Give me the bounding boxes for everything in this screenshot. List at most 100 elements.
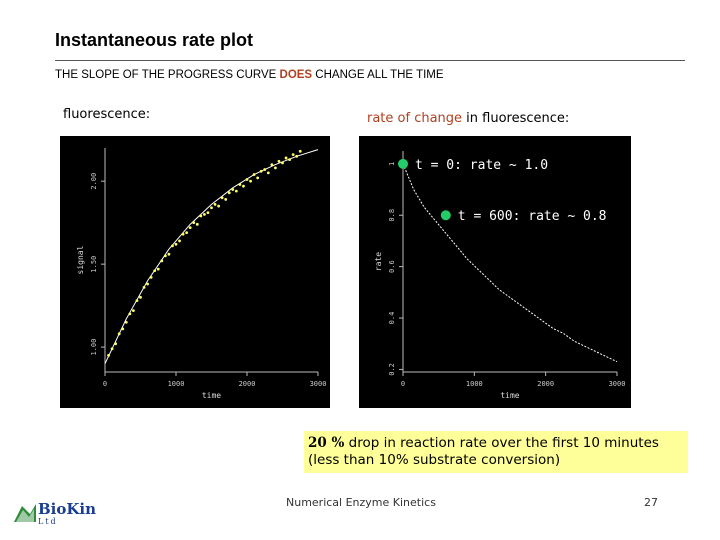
data-point — [277, 159, 281, 163]
y-axis-title: signal — [76, 245, 85, 274]
data-point — [188, 226, 192, 230]
data-point — [231, 188, 235, 191]
x-tick-label: 0 — [401, 380, 405, 388]
data-point — [281, 161, 284, 165]
data-point — [163, 254, 167, 258]
x-tick-label: 3000 — [310, 380, 327, 388]
data-point — [298, 149, 302, 153]
data-point — [234, 189, 238, 193]
data-point — [203, 212, 206, 216]
slide-subtitle: THE SLOPE OF THE PROGRESS CURVE DOES CHA… — [55, 69, 444, 81]
footer-text: Numerical Enzyme Kinetics — [286, 496, 436, 509]
subtitle-highlight: DOES — [279, 69, 313, 81]
data-point — [156, 267, 160, 271]
data-point — [185, 231, 189, 235]
rate-curve — [402, 163, 618, 363]
y-tick-label: 1.00 — [90, 339, 98, 356]
left-chart-label: fluorescence: — [63, 107, 151, 122]
y-tick-label: 0.8 — [388, 209, 396, 222]
data-point — [217, 204, 221, 208]
data-point — [195, 222, 199, 226]
subtitle-pre: THE SLOPE OF THE PROGRESS CURVE — [55, 69, 280, 81]
annotation-marker — [440, 210, 451, 221]
data-point — [227, 191, 231, 195]
data-point — [252, 173, 256, 176]
data-point — [167, 252, 171, 256]
data-point — [139, 295, 142, 299]
annotation-label: t = 0: rate ~ 1.0 — [415, 158, 548, 173]
right-label-post: in fluorescence: — [462, 111, 570, 126]
data-point — [210, 206, 213, 210]
data-point — [121, 327, 125, 331]
data-point — [259, 169, 263, 173]
note-line-1: drop in reaction rate over the first 10 … — [344, 435, 659, 451]
rate-chart-panel: 0 1000 2000 3000 0.2 0.4 0.6 0.8 1 time rate t = 0:… — [359, 136, 631, 408]
data-point — [160, 259, 164, 263]
logo-text: BioKin — [38, 500, 97, 518]
subtitle-post: CHANGE ALL THE TIME — [312, 69, 444, 81]
data-point — [128, 312, 132, 316]
rate-chart: 0 1000 2000 3000 0.2 0.4 0.6 0.8 1 time rate t = 0:… — [374, 151, 626, 400]
data-point — [206, 211, 210, 215]
data-point — [274, 166, 277, 170]
right-chart-label: rate of change in fluorescence: — [367, 111, 569, 126]
rate-drop-note: 20 % drop in reaction rate over the firs… — [304, 431, 688, 473]
right-label-highlight: rate of change — [367, 111, 463, 126]
data-point — [242, 184, 245, 188]
data-point — [224, 198, 228, 201]
data-point — [295, 154, 299, 158]
x-tick-label: 0 — [103, 380, 107, 388]
annotation-marker — [398, 158, 408, 169]
y-tick-label: 0.4 — [388, 312, 396, 325]
page-number: 27 — [644, 496, 658, 509]
data-point — [249, 179, 252, 183]
data-point — [284, 156, 288, 160]
x-tick-label: 3000 — [609, 380, 626, 388]
biokin-logo-icon — [14, 504, 36, 522]
data-point — [107, 354, 110, 357]
logo-subtext: Ltd — [38, 517, 58, 526]
data-point — [199, 214, 203, 218]
fit-curve — [104, 149, 319, 364]
data-point — [192, 221, 196, 225]
data-point — [266, 171, 270, 175]
x-tick-label: 2000 — [537, 380, 554, 388]
fluorescence-chart: 0 1000 2000 3000 1.00 1.50 2.00 time signal — [76, 148, 327, 400]
data-point — [135, 299, 139, 303]
data-point — [238, 183, 242, 186]
data-point — [114, 342, 118, 346]
y-tick-label: 1 — [388, 162, 396, 166]
x-tick-label: 1000 — [466, 380, 483, 388]
note-line-2: (less than 10% substrate conversion) — [308, 452, 561, 468]
data-point — [117, 332, 121, 336]
data-point — [270, 163, 274, 166]
data-point — [220, 196, 224, 200]
slide-title: Instantaneous rate plot — [55, 30, 254, 50]
data-point — [263, 168, 267, 171]
data-point — [149, 276, 153, 279]
x-tick-label: 1000 — [168, 380, 185, 388]
data-point — [110, 347, 114, 351]
data-point — [291, 153, 295, 157]
y-tick-label: 2.00 — [90, 173, 98, 190]
data-point — [181, 232, 185, 236]
data-point — [171, 244, 174, 248]
x-axis-title: time — [500, 391, 519, 400]
data-point — [288, 158, 291, 162]
fluorescence-chart-panel: 0 1000 2000 3000 1.00 1.50 2.00 time signal — [60, 136, 330, 408]
data-point — [146, 282, 149, 286]
data-point — [245, 178, 249, 181]
x-tick-label: 2000 — [239, 380, 256, 388]
y-tick-label: 0.6 — [388, 260, 396, 273]
title-divider — [55, 60, 685, 61]
data-point — [256, 176, 260, 180]
data-point — [132, 309, 135, 313]
data-point — [174, 242, 178, 246]
y-tick-label: 1.50 — [90, 256, 98, 273]
annotation-label: t = 600: rate ~ 0.8 — [458, 209, 607, 224]
y-axis-title: rate — [374, 252, 383, 271]
data-point — [124, 320, 128, 324]
data-point — [153, 269, 157, 273]
note-highlight: 20 % — [308, 435, 345, 451]
data-point — [213, 203, 217, 206]
